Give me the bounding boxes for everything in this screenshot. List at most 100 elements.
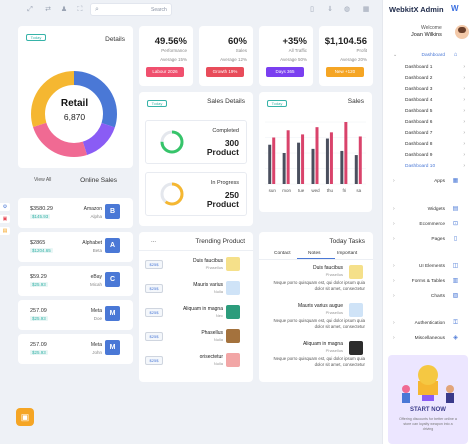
sidebar-item-dashboard-2[interactable]: Dashboard 2 ›	[399, 74, 469, 83]
sidebar-item-dashboard-9[interactable]: Dashboard 9 ›	[399, 151, 469, 160]
completed-unit: Product	[206, 147, 239, 157]
stat-value: 60%	[227, 36, 247, 47]
list-item[interactable]: 257.09 $25.93 Meta John M	[30, 339, 122, 359]
progress-ring	[160, 182, 184, 206]
notes-tab[interactable]: ▤	[0, 227, 10, 235]
sidebar-item-dashboard-6[interactable]: Dashboard 6 ›	[399, 118, 469, 127]
sidebar-item-dashboard-7[interactable]: Dashboard 7 ›	[399, 129, 469, 138]
sidebar-item-dashboard-5[interactable]: Dashboard 5 ›	[399, 107, 469, 116]
chevron-right-icon: ›	[463, 152, 465, 158]
sidebar-item-dashboard-3[interactable]: Dashboard 3 ›	[399, 85, 469, 94]
bell-icon[interactable]: ♟	[60, 6, 68, 13]
chevron-right-icon: ›	[393, 278, 395, 284]
list-item[interactable]: $25$ Aliquam in magna Nec	[145, 304, 247, 324]
product-name: Phasellus	[201, 330, 223, 336]
grid-icon[interactable]: ▦	[362, 6, 370, 13]
task-description: Neque porro quisquam est, qui dolor ipsu…	[273, 318, 365, 329]
sale-amount: $59.29	[30, 274, 47, 280]
chevron-right-icon: ›	[463, 108, 465, 114]
sidebar-item-apps[interactable]: › Apps ▦	[389, 178, 471, 186]
misc-icon: ◈	[453, 335, 458, 341]
sale-change: $25.93	[30, 316, 48, 321]
tab-contact[interactable]: Contact	[274, 251, 291, 256]
start-now-promo[interactable]: START NOW Offering discounts for better …	[388, 355, 468, 444]
sidebar-item-authentication[interactable]: › Authentication ⚿	[389, 320, 471, 328]
shuffle-icon[interactable]: ⇄	[45, 6, 51, 13]
sidebar-item-dashboard-1[interactable]: Dashboard 1 ›	[399, 63, 469, 72]
product-name: Aliquam in magna	[182, 306, 223, 312]
list-item[interactable]: $3580.29 $145.93 Amazon Alpha B	[30, 203, 122, 223]
list-item[interactable]: $25$ Duis faucibus Phasellus	[145, 256, 247, 276]
sidebar-item-label: Dashboard 9	[405, 153, 433, 158]
search-input[interactable]: Search	[151, 7, 167, 13]
chevron-right-icon: ›	[393, 335, 395, 341]
sale-change: $25.93	[30, 282, 48, 287]
list-item[interactable]: $2865 $1204.65 Alphabet Beta A	[30, 237, 122, 257]
chevron-right-icon: ›	[393, 236, 395, 242]
donut-center-label: Retail	[60, 98, 89, 109]
sale-amount: 257.09	[30, 308, 47, 314]
more-menu[interactable]: ...	[151, 238, 157, 244]
list-item[interactable]: 257.09 $25.93 Meta Doe M	[30, 305, 122, 325]
view-all-link[interactable]: View All	[34, 177, 52, 183]
stat-button[interactable]: Growth 19%	[206, 67, 244, 77]
bar-sun-series-1	[268, 144, 272, 184]
globe-icon[interactable]: ◍	[343, 6, 351, 13]
list-item[interactable]: $25$ orisectetur Nulla	[145, 352, 247, 372]
stat-button[interactable]: Labour 2026	[146, 67, 184, 77]
avatar[interactable]	[455, 25, 469, 39]
details-donut	[31, 71, 117, 157]
sales-details-title: Sales Details	[207, 98, 245, 105]
sidebar-item-ecommerce[interactable]: › Ecommerce ⊡	[389, 221, 471, 229]
today-badge[interactable]: Today	[26, 34, 46, 41]
list-item[interactable]: $25$ Phasellus Nulla	[145, 328, 247, 348]
sidebar-item-dashboard-8[interactable]: Dashboard 8 ›	[399, 140, 469, 149]
sidebar-item-widgets[interactable]: › Widgets ▤	[389, 206, 471, 214]
welcome-text: Welcome	[421, 25, 442, 31]
sale-amount: 257.09	[30, 342, 47, 348]
floating-action-button[interactable]: ▣	[16, 408, 34, 426]
product-thumbnail	[226, 329, 240, 343]
sidebar-item-forms-tables[interactable]: › Forms & Tables ▥	[389, 278, 471, 286]
grid-icon: ▦	[452, 178, 459, 184]
sidebar-item-dashboard-10[interactable]: Dashboard 10 ›	[399, 162, 469, 171]
user-name: Joan Wilkins	[411, 32, 442, 38]
sidebar-item-label: Dashboard 8	[405, 142, 433, 147]
brand-logo[interactable]: WebkitX Admin	[389, 5, 444, 14]
chevron-right-icon: ›	[463, 119, 465, 125]
cart-tab[interactable]: ▣	[0, 215, 10, 223]
chevron-right-icon: ›	[393, 320, 395, 326]
sidebar-item-label: UI Elements	[418, 264, 445, 269]
tab-notes[interactable]: Notes	[308, 251, 321, 256]
sidebar-item-label: Ecommerce	[419, 222, 445, 227]
today-badge[interactable]: Today	[267, 100, 287, 107]
sidebar-item-label: Dashboard 7	[405, 131, 433, 136]
sidebar-item-dashboard-4[interactable]: Dashboard 4 ›	[399, 96, 469, 105]
task-sub: Phasellus	[325, 310, 343, 315]
sales-bar-chart: sun mon tue wed thu fri sa	[265, 121, 366, 193]
sidebar-item-label: Dashboard 4	[405, 98, 433, 103]
stat-button[interactable]: Days 365	[266, 67, 304, 77]
settings-tab[interactable]: ⚙	[0, 203, 10, 211]
sidebar-item-charts[interactable]: › Charts ▨	[389, 293, 471, 301]
stat-button[interactable]: New +120	[326, 67, 364, 77]
sidebar-item-ui-elements[interactable]: › UI Elements ◫	[389, 263, 471, 271]
chevron-right-icon: ›	[393, 206, 395, 212]
list-item[interactable]: $59.29 $25.93 eBay Micah C	[30, 271, 122, 291]
sidebar-item-pages[interactable]: › Pages ▯	[389, 236, 471, 244]
task-name: Mauris varius augue	[297, 303, 343, 309]
expand-icon[interactable]: ⤢	[27, 6, 33, 13]
tab-important[interactable]: Important	[337, 251, 358, 256]
today-badge[interactable]: Today	[147, 100, 167, 107]
fullscreen-icon[interactable]: ⛶	[77, 6, 83, 13]
search-box[interactable]: ⌕ Search	[90, 3, 172, 16]
list-item[interactable]: $25$ Mauris varius Nulla	[145, 280, 247, 300]
task-thumbnail	[349, 303, 363, 317]
sidebar-item-miscellaneous[interactable]: › Miscellaneous ◈	[389, 335, 471, 343]
product-name: Duis faucibus	[192, 258, 223, 264]
file-icon[interactable]: ▯	[310, 6, 314, 13]
sidebar-item-dashboard[interactable]: ⌄ Dashboard ⌂	[393, 52, 458, 58]
download-icon[interactable]: ⇓	[327, 6, 333, 13]
price-tag: $25$	[145, 356, 163, 365]
chevron-right-icon: ›	[393, 293, 395, 299]
